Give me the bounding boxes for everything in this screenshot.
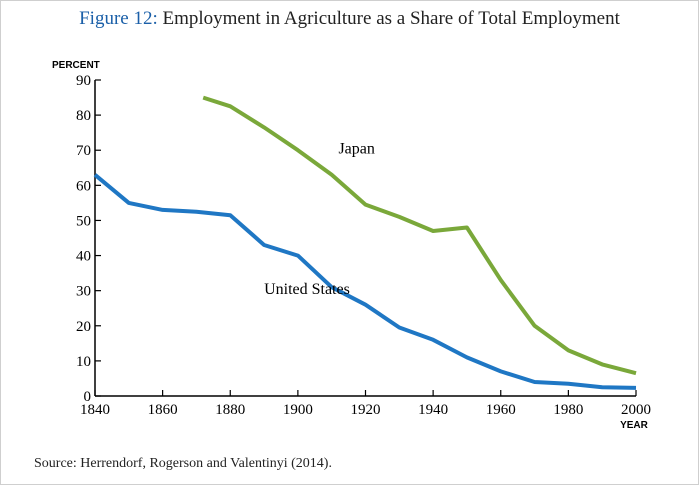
axis-ticks: 0 10 20 30 40 50 60 70 80 90 1840 1860 1880 1900 1920 1…: [76, 73, 651, 418]
x-tick-label: 2000: [621, 402, 651, 418]
y-tick-label: 90: [76, 73, 91, 89]
x-tick-label: 1840: [80, 402, 110, 418]
source-note: Source: Herrendorf, Rogerson and Valenti…: [34, 456, 332, 471]
annotation-japan: Japan: [338, 141, 374, 158]
x-tick-label: 1880: [215, 402, 245, 418]
y-tick-label: 0: [84, 389, 92, 405]
x-tick-label: 1960: [486, 402, 516, 418]
x-tick-label: 1940: [418, 402, 448, 418]
figure-number: Figure 12:: [79, 8, 158, 29]
y-tick-label: 60: [76, 178, 91, 194]
y-axis-title: PERCENT: [52, 60, 100, 71]
figure-title-text: Employment in Agriculture as a Share of …: [162, 8, 620, 29]
series-line-united-states: [93, 173, 637, 390]
y-tick-label: 30: [76, 284, 91, 300]
x-tick-label: 1920: [351, 402, 381, 418]
series-line-japan: [202, 95, 637, 376]
x-axis-title: YEAR: [620, 420, 649, 431]
y-tick-label: 70: [76, 143, 91, 159]
figure-title: Figure 12: Employment in Agriculture as …: [0, 8, 699, 30]
y-tick-label: 80: [76, 108, 91, 124]
y-tick-label: 50: [76, 213, 91, 229]
series-annotations: Japan United States: [264, 141, 375, 298]
series-lines: [93, 95, 637, 390]
y-tick-label: 10: [76, 354, 91, 370]
x-axis-title-group: YEAR: [620, 420, 649, 431]
y-tick-label: 40: [76, 249, 91, 265]
x-tick-label: 1900: [283, 402, 313, 418]
y-tick-label: 20: [76, 319, 91, 335]
y-axis-title-group: PERCENT: [52, 60, 100, 71]
x-tick-label: 1980: [553, 402, 583, 418]
x-tick-label: 1860: [148, 402, 178, 418]
annotation-united-states: United States: [264, 281, 350, 298]
